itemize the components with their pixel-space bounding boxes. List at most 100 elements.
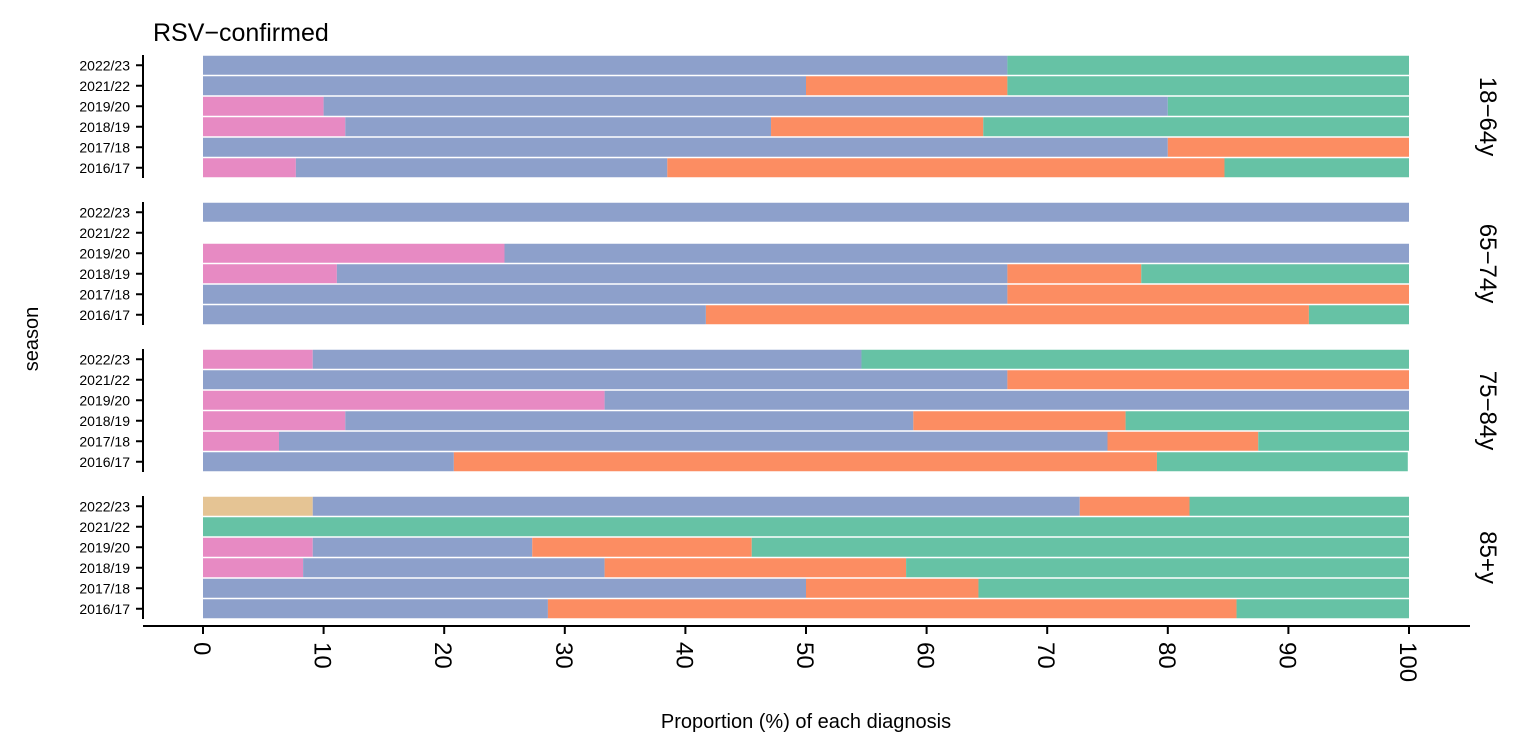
bar-segment bbox=[203, 243, 505, 263]
bar-segment bbox=[504, 243, 1409, 263]
x-tick-label: 40 bbox=[670, 642, 697, 669]
bar-segment bbox=[345, 117, 772, 137]
y-tick-label: 2018/19 bbox=[79, 266, 130, 282]
y-axis-title: season bbox=[21, 307, 43, 372]
bar-segment bbox=[1007, 284, 1409, 304]
bar-segment bbox=[203, 537, 313, 557]
bar-segment bbox=[203, 370, 1008, 390]
bar-segment bbox=[203, 517, 1409, 537]
bar-segment bbox=[547, 599, 1237, 619]
chart-panels: 2022/23 2021/22 2019/20 2018/19 2017/18 2016/… bbox=[79, 55, 1501, 619]
bar-segment bbox=[1224, 158, 1409, 178]
x-tick-label: 50 bbox=[791, 642, 818, 669]
y-tick-label: 2017/18 bbox=[79, 580, 130, 596]
bar-segment bbox=[203, 55, 1008, 75]
y-tick-label: 2017/18 bbox=[79, 433, 130, 449]
bar-segment bbox=[203, 431, 279, 451]
facet-panel: 2022/23 2021/22 2019/20 2018/19 2017/18 2016/… bbox=[79, 55, 1501, 178]
bar-segment bbox=[1308, 305, 1409, 325]
bar-segment bbox=[345, 411, 914, 431]
bar-segment bbox=[806, 578, 979, 598]
bar-segment bbox=[336, 264, 1008, 284]
x-tick-label: 20 bbox=[429, 642, 456, 669]
bar-segment bbox=[278, 431, 1108, 451]
y-tick-label: 2022/23 bbox=[79, 351, 130, 367]
bar-segment bbox=[771, 117, 984, 137]
bar-segment bbox=[1007, 264, 1142, 284]
y-tick-label: 2016/17 bbox=[79, 454, 130, 470]
facet-strip-label: 75−84y bbox=[1474, 371, 1501, 450]
bar-segment bbox=[604, 390, 1409, 410]
facet-strip-label: 85+y bbox=[1474, 531, 1501, 584]
bar-segment bbox=[453, 452, 1157, 472]
y-tick-label: 2018/19 bbox=[79, 560, 130, 576]
y-tick-label: 2019/20 bbox=[79, 392, 130, 408]
y-tick-label: 2021/22 bbox=[79, 372, 130, 388]
bar-segment bbox=[913, 411, 1126, 431]
x-tick-label: 90 bbox=[1273, 642, 1300, 669]
chart-title: RSV−confirmed bbox=[153, 19, 329, 47]
bar-segment bbox=[983, 117, 1409, 137]
bar-segment bbox=[203, 76, 806, 96]
y-tick-label: 2017/18 bbox=[79, 286, 130, 302]
bar-segment bbox=[751, 537, 1409, 557]
facet-panel: 2022/23 2021/22 2019/20 2018/19 2017/18 2016/… bbox=[79, 496, 1501, 619]
bar-segment bbox=[203, 96, 324, 116]
bar-segment bbox=[303, 558, 605, 578]
bar-segment bbox=[1007, 76, 1409, 96]
y-tick-label: 2019/20 bbox=[79, 98, 130, 114]
y-tick-label: 2016/17 bbox=[79, 601, 130, 617]
bar-segment bbox=[1079, 496, 1190, 516]
x-tick-label: 80 bbox=[1153, 642, 1180, 669]
bar-segment bbox=[705, 305, 1309, 325]
bar-segment bbox=[312, 537, 533, 557]
bar-segment bbox=[203, 349, 313, 369]
y-tick-label: 2019/20 bbox=[79, 539, 130, 555]
x-tick-label: 30 bbox=[550, 642, 577, 669]
bar-segment bbox=[203, 390, 605, 410]
y-tick-label: 2018/19 bbox=[79, 413, 130, 429]
bar-segment bbox=[1189, 496, 1409, 516]
bar-segment bbox=[806, 76, 1008, 96]
bar-segment bbox=[1007, 370, 1409, 390]
facet-panel: 2022/23 2021/22 2019/20 2018/19 2017/18 2016/… bbox=[79, 349, 1501, 472]
bar-segment bbox=[203, 284, 1008, 304]
bar-segment bbox=[203, 452, 454, 472]
y-tick-label: 2022/23 bbox=[79, 57, 130, 73]
bar-segment bbox=[203, 202, 1409, 222]
bar-segment bbox=[312, 349, 862, 369]
y-tick-label: 2017/18 bbox=[79, 139, 130, 155]
bar-segment bbox=[1125, 411, 1409, 431]
bar-segment bbox=[203, 305, 706, 325]
bar-segment bbox=[203, 117, 346, 137]
bar-segment bbox=[906, 558, 1409, 578]
x-tick-label: 70 bbox=[1032, 642, 1059, 669]
bar-segment bbox=[203, 137, 1168, 157]
bar-segment bbox=[532, 537, 752, 557]
bar-segment bbox=[667, 158, 1225, 178]
y-tick-label: 2021/22 bbox=[79, 225, 130, 241]
x-axis-title: Proportion (%) of each diagnosis bbox=[661, 711, 951, 733]
x-tick-label: 10 bbox=[309, 642, 336, 669]
bar-segment bbox=[1007, 55, 1409, 75]
facet-panel: 2022/23 2021/22 2019/20 2018/19 2017/18 2016/… bbox=[79, 202, 1501, 325]
y-tick-label: 2022/23 bbox=[79, 498, 130, 514]
bar-segment bbox=[203, 558, 304, 578]
y-tick-label: 2019/20 bbox=[79, 245, 130, 261]
facet-strip-label: 18−64y bbox=[1474, 77, 1501, 156]
bar-segment bbox=[1258, 431, 1409, 451]
x-axis: 0 10 20 30 40 50 60 70 80 90 100 bbox=[143, 625, 1470, 682]
bar-segment bbox=[323, 96, 1168, 116]
bar-segment bbox=[978, 578, 1409, 598]
y-tick-label: 2016/17 bbox=[79, 307, 130, 323]
bar-segment bbox=[1156, 452, 1408, 472]
bar-segment bbox=[203, 264, 337, 284]
y-tick-label: 2021/22 bbox=[79, 519, 130, 535]
bar-segment bbox=[312, 496, 1080, 516]
bar-segment bbox=[1107, 431, 1259, 451]
bar-segment bbox=[1236, 599, 1409, 619]
y-tick-label: 2018/19 bbox=[79, 119, 130, 135]
y-tick-label: 2022/23 bbox=[79, 204, 130, 220]
bar-segment bbox=[604, 558, 907, 578]
